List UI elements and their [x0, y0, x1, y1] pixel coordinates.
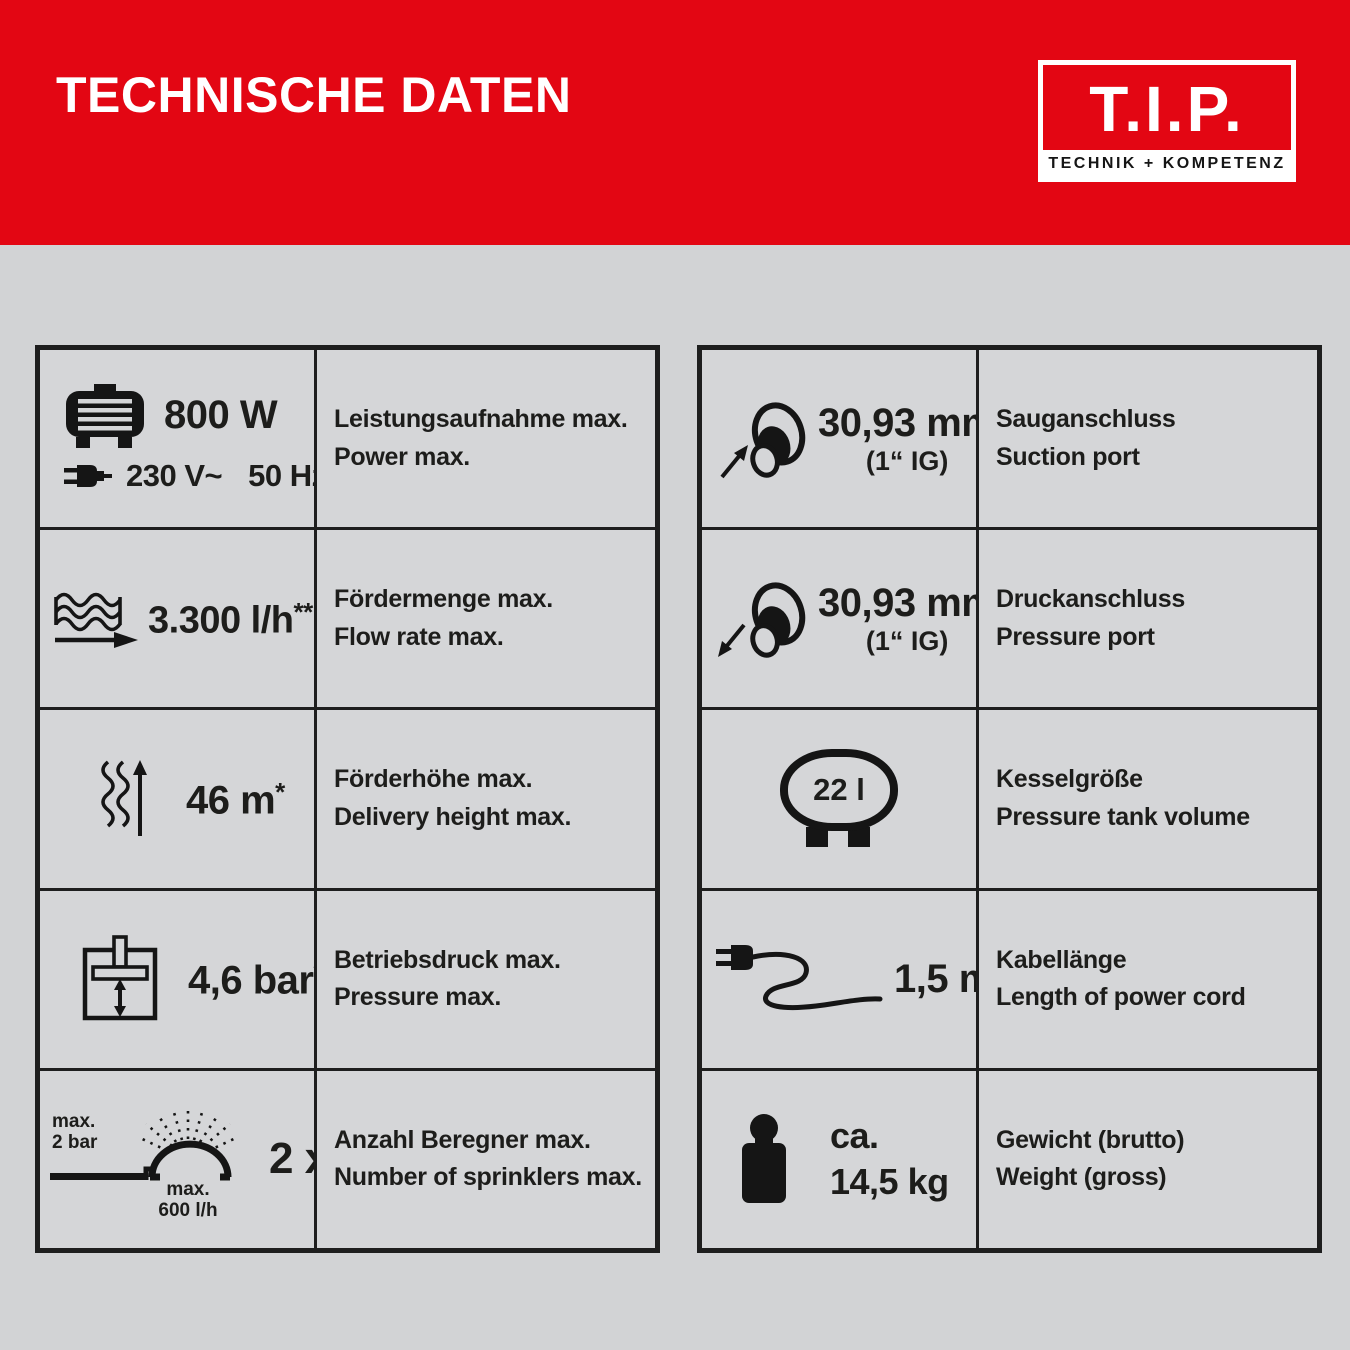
electric-motor-icon	[66, 383, 144, 448]
header-banner: TECHNISCHE DATEN T.I.P. TECHNIK + KOMPET…	[0, 0, 1350, 245]
operating-pressure-icon	[82, 935, 158, 1021]
page-title: TECHNISCHE DATEN	[56, 67, 572, 123]
pressure-desc-cell: Betriebsdruck max. Pressure max.	[317, 890, 655, 1068]
pressure-port-desc-cell: Druckanschluss Pressure port	[979, 530, 1317, 708]
power-value: 800 W	[164, 393, 278, 438]
weight-value-cell: ca. 14,5 kg	[702, 1070, 976, 1248]
cord-value-cell: 1,5 m	[702, 890, 976, 1068]
label-de: Leistungsaufnahme max.	[334, 405, 628, 434]
label-de: Förderhöhe max.	[334, 765, 533, 794]
height-value-cell: 46 m*	[40, 710, 314, 888]
tank-desc-cell: Kesselgröße Pressure tank volume	[979, 710, 1317, 888]
sprinkler-icon: max. 2 bar	[50, 1095, 255, 1223]
label-de: Sauganschluss	[996, 405, 1176, 434]
tip-logo: T.I.P. TECHNIK + KOMPETENZ	[1038, 60, 1296, 182]
pressure-tank-icon: 22 l	[780, 748, 898, 849]
label-de: Anzahl Beregner max.	[334, 1125, 591, 1154]
pressure-value: 4,6 bar*	[188, 957, 314, 1003]
delivery-height-icon	[101, 759, 147, 836]
label-en: Pressure port	[996, 622, 1155, 651]
flow-value-cell: 3.300 l/h**	[40, 530, 314, 708]
label-en: Pressure max.	[334, 983, 502, 1012]
flow-desc-cell: Fördermenge max. Flow rate max.	[317, 530, 655, 708]
suction-thread-value: (1“ IG)	[865, 445, 949, 476]
power-plug-icon	[64, 464, 112, 487]
tip-logo-tagline: TECHNIK + KOMPETENZ	[1043, 150, 1291, 177]
suction-port-icon	[720, 402, 806, 478]
label-en: Pressure tank volume	[996, 802, 1250, 831]
pressure-port-thread-value: (1“ IG)	[865, 625, 949, 656]
cord-desc-cell: Kabellänge Length of power cord	[979, 890, 1317, 1068]
weight-value: 14,5 kg	[830, 1161, 949, 1203]
tip-logo-name: T.I.P.	[1089, 72, 1245, 145]
spec-table-left: 800 W 230 V~ 50 Hz Leistungsaufnahme max…	[35, 345, 660, 1253]
sprinkler-count-value: 2 x	[269, 1134, 314, 1184]
voltage-value: 230 V~	[126, 457, 223, 493]
sprinkler-pressure-label: max. 2 bar	[52, 1111, 98, 1154]
label-de: Kesselgröße	[996, 765, 1143, 794]
pressure-port-diameter-value: 30,93 mm	[818, 580, 976, 625]
pressure-port-value-cell: 30,93 mm (1“ IG)	[702, 530, 976, 708]
height-value: 46 m*	[186, 776, 285, 823]
weight-desc-cell: Gewicht (brutto) Weight (gross)	[979, 1070, 1317, 1248]
suction-diameter-value: 30,93 mm	[818, 400, 976, 445]
suction-value-cell: 30,93 mm (1“ IG)	[702, 350, 976, 528]
label-en: Length of power cord	[996, 983, 1246, 1012]
power-desc-cell: Leistungsaufnahme max. Power max.	[317, 350, 655, 528]
frequency-value: 50 Hz	[248, 457, 314, 493]
label-en: Number of sprinklers max.	[334, 1163, 642, 1192]
tank-value-cell: 22 l	[702, 710, 976, 888]
tank-foot	[806, 826, 828, 847]
sprinkler-spray-graphic	[50, 1107, 239, 1181]
weight-prefix: ca.	[830, 1114, 879, 1156]
suction-desc-cell: Sauganschluss Suction port	[979, 350, 1317, 528]
label-en: Suction port	[996, 442, 1140, 471]
flow-value: 3.300 l/h**	[148, 596, 313, 642]
sprinkler-value-cell: max. 2 bar	[40, 1070, 314, 1248]
cord-length-value: 1,5 m	[894, 956, 976, 1001]
label-de: Druckanschluss	[996, 585, 1185, 614]
tank-foot	[848, 826, 870, 847]
label-de: Fördermenge max.	[334, 585, 553, 614]
label-en: Flow rate max.	[334, 622, 504, 651]
weight-icon	[742, 1114, 786, 1204]
flow-waves-arrow-icon	[54, 592, 138, 648]
label-en: Power max.	[334, 442, 470, 471]
height-desc-cell: Förderhöhe max. Delivery height max.	[317, 710, 655, 888]
spec-table-right: 30,93 mm (1“ IG) Sauganschluss Suction p…	[697, 345, 1322, 1253]
tank-volume-value: 22 l	[813, 771, 865, 807]
label-de: Kabellänge	[996, 945, 1127, 974]
label-en: Delivery height max.	[334, 802, 572, 831]
sprinkler-desc-cell: Anzahl Beregner max. Number of sprinkler…	[317, 1070, 655, 1248]
label-de: Betriebsdruck max.	[334, 945, 561, 974]
pressure-port-icon	[718, 582, 806, 658]
label-de: Gewicht (brutto)	[996, 1125, 1185, 1154]
power-cord-icon	[716, 945, 883, 1011]
pressure-value-cell: 4,6 bar*	[40, 890, 314, 1068]
sprinkler-flow-label: max. 600 l/h	[158, 1179, 218, 1222]
power-value-cell: 800 W 230 V~ 50 Hz	[40, 350, 314, 528]
label-en: Weight (gross)	[996, 1163, 1167, 1192]
